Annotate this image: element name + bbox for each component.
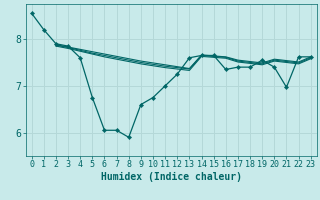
X-axis label: Humidex (Indice chaleur): Humidex (Indice chaleur) xyxy=(101,172,242,182)
